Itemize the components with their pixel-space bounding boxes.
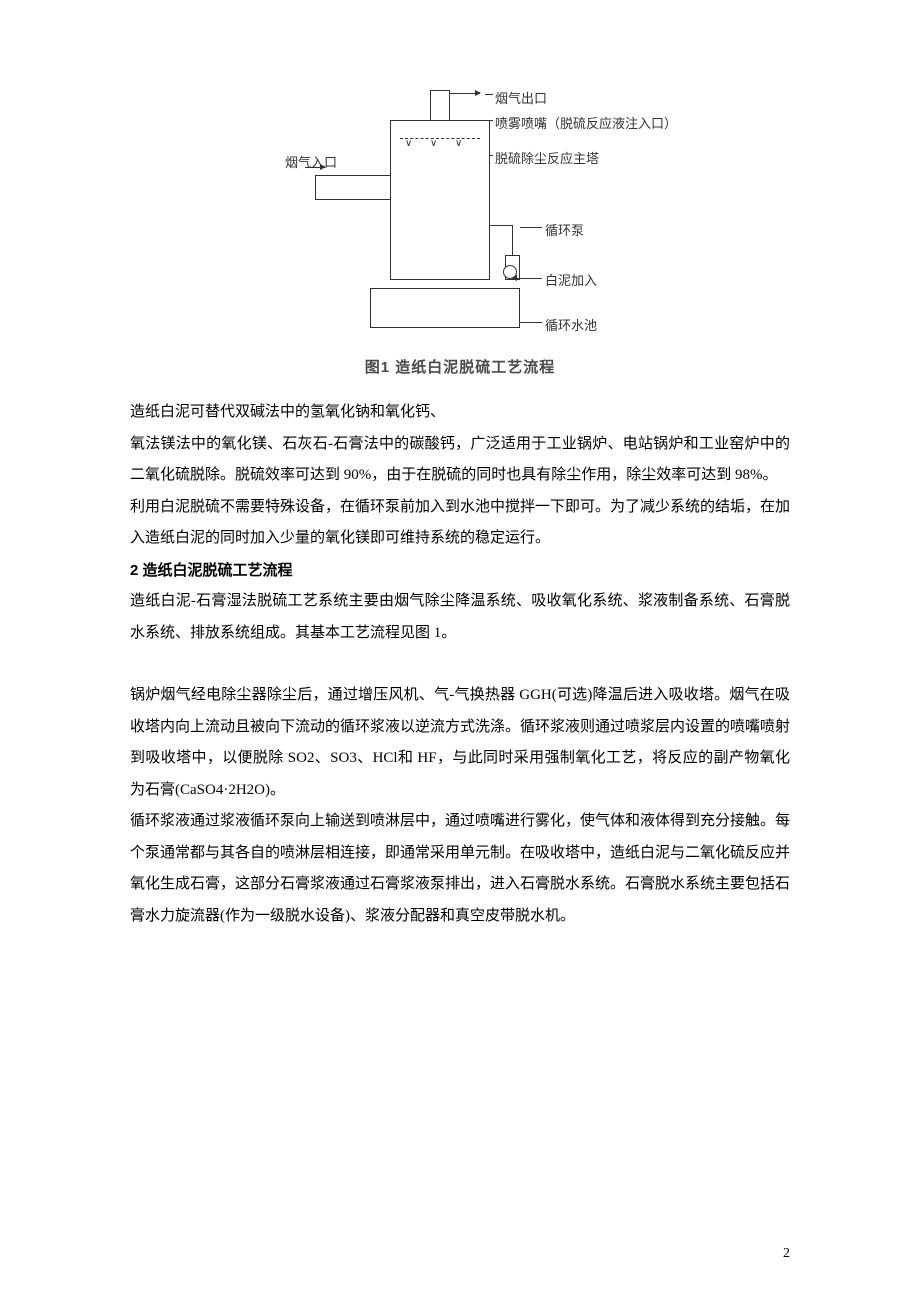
label-tower: 脱硫除尘反应主塔 bbox=[495, 148, 599, 167]
label-outlet: 烟气出口 bbox=[495, 88, 547, 107]
circulation-pool bbox=[370, 288, 520, 328]
pump-line-v bbox=[512, 225, 513, 255]
tower-top-duct bbox=[430, 90, 450, 120]
leader-outlet bbox=[485, 94, 493, 95]
nozzle-icon: ∨ bbox=[405, 138, 412, 149]
spacer bbox=[130, 649, 790, 680]
label-nozzle: 喷雾喷嘴（脱硫反应液注入口） bbox=[495, 113, 677, 132]
pump-line-h bbox=[490, 225, 512, 226]
paragraph: 造纸白泥-石膏湿法脱硫工艺系统主要由烟气除尘降温系统、吸收氧化系统、浆液制备系统… bbox=[130, 586, 790, 649]
label-add: 白泥加入 bbox=[545, 270, 597, 289]
inlet-duct bbox=[315, 175, 390, 200]
body-text: 造纸白泥可替代双碱法中的氢氧化钠和氧化钙、 氧法镁法中的氧化镁、石灰石-石膏法中… bbox=[130, 397, 790, 932]
add-line bbox=[512, 278, 542, 279]
label-pool: 循环水池 bbox=[545, 315, 597, 334]
page-number: 2 bbox=[783, 1246, 790, 1262]
paragraph: 锅炉烟气经电除尘器除尘后，通过增压风机、气-气换热器 GGH(可选)降温后进入吸… bbox=[130, 680, 790, 806]
paragraph: 造纸白泥可替代双碱法中的氢氧化钠和氧化钙、 bbox=[130, 397, 790, 429]
leader-tower bbox=[490, 155, 493, 156]
leader-pool bbox=[520, 322, 542, 323]
label-pump: 循环泵 bbox=[545, 220, 584, 239]
section-heading: 2 造纸白泥脱硫工艺流程 bbox=[130, 555, 790, 587]
paragraph: 循环浆液通过浆液循环泵向上输送到喷淋层中，通过喷嘴进行雾化，使气体和液体得到充分… bbox=[130, 806, 790, 932]
leader-nozzle bbox=[475, 120, 493, 121]
figure-caption: 图1 造纸白泥脱硫工艺流程 bbox=[130, 356, 790, 377]
nozzle-icon: ∨ bbox=[455, 138, 462, 149]
process-diagram: 烟气出口 ∨ ∨ ∨ 喷雾喷嘴（脱硫反应液注入口） 脱硫除尘反应主塔 烟气入口 … bbox=[235, 80, 685, 350]
diagram-figure: 烟气出口 ∨ ∨ ∨ 喷雾喷嘴（脱硫反应液注入口） 脱硫除尘反应主塔 烟气入口 … bbox=[130, 80, 790, 350]
label-inlet: 烟气入口 bbox=[285, 152, 337, 171]
paragraph: 氧法镁法中的氧化镁、石灰石-石膏法中的碳酸钙，广泛适用于工业锅炉、电站锅炉和工业… bbox=[130, 429, 790, 492]
nozzle-icon: ∨ bbox=[430, 138, 437, 149]
outlet-arrow bbox=[450, 93, 480, 94]
leader-pump bbox=[520, 227, 542, 228]
paragraph: 利用白泥脱硫不需要特殊设备，在循环泵前加入到水池中搅拌一下即可。为了减少系统的结… bbox=[130, 492, 790, 555]
